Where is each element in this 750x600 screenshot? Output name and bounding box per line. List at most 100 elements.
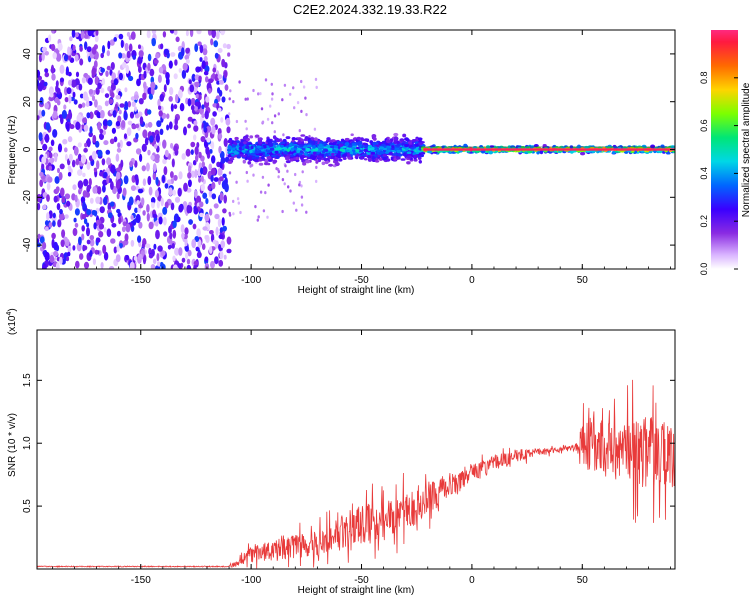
heatmap-cell xyxy=(396,140,400,145)
heatmap-cell xyxy=(278,147,283,150)
heatmap-cell xyxy=(64,153,68,162)
heatmap-cell xyxy=(228,213,232,217)
heatmap-cell xyxy=(55,262,60,269)
x-tick-label: -150 xyxy=(131,275,151,286)
heatmap-cell xyxy=(264,78,268,82)
heatmap-cell xyxy=(251,156,257,159)
heatmap-cell xyxy=(352,152,356,156)
heatmap-cell xyxy=(49,88,54,96)
heatmap-cell xyxy=(193,120,198,126)
heatmap-cell xyxy=(142,178,147,186)
heatmap-cell xyxy=(167,244,172,250)
heatmap-cell xyxy=(156,120,162,128)
heatmap-cell xyxy=(272,140,277,143)
heatmap-cell xyxy=(196,30,202,35)
heatmap-cell xyxy=(300,79,303,84)
heatmap-cell xyxy=(363,148,368,153)
heatmap-cell xyxy=(244,97,247,101)
heatmap-cell xyxy=(46,212,50,221)
heatmap-cell xyxy=(208,163,213,171)
heatmap-cell xyxy=(190,149,194,156)
heatmap-cell xyxy=(110,238,116,244)
heatmap-cell xyxy=(138,221,143,229)
heatmap-cell xyxy=(191,73,196,82)
heatmap-cell xyxy=(331,152,335,156)
heatmap-cell xyxy=(39,179,44,187)
heatmap-cell xyxy=(186,204,191,214)
heatmap-cell xyxy=(187,179,192,188)
heatmap-cell xyxy=(94,249,99,255)
heatmap-cell xyxy=(101,78,106,86)
heatmap-cell xyxy=(86,112,91,119)
heatmap-cell xyxy=(121,120,126,128)
heatmap-cell xyxy=(323,157,328,162)
heatmap-cell xyxy=(342,156,347,160)
heatmap-cell xyxy=(38,132,43,142)
heatmap-cell xyxy=(60,187,65,197)
heatmap-cell xyxy=(48,146,53,152)
heatmap-cell xyxy=(300,203,304,207)
heatmap-cell xyxy=(184,227,189,236)
heatmap-cell xyxy=(109,138,115,145)
heatmap-cell xyxy=(166,179,172,186)
heatmap-cell xyxy=(71,79,77,88)
heatmap-cell xyxy=(285,156,290,160)
heatmap-cell xyxy=(421,141,425,144)
heatmap-cell xyxy=(164,201,169,209)
heatmap-cell xyxy=(74,222,79,228)
heatmap-cell xyxy=(88,89,94,95)
heatmap-cell xyxy=(242,159,246,164)
heatmap-cell xyxy=(218,133,223,140)
heatmap-cell xyxy=(84,41,88,50)
heatmap-cell xyxy=(47,176,53,183)
heatmap-cell xyxy=(393,136,398,141)
heatmap-cell xyxy=(95,196,101,204)
heatmap-cell xyxy=(39,97,44,105)
snr-x-ticks: -150 -100 -50 0 50 xyxy=(52,330,671,586)
heatmap-cell xyxy=(210,260,215,269)
heatmap-cell xyxy=(660,144,665,149)
heatmap-cell xyxy=(99,171,104,177)
heatmap-cell xyxy=(187,116,193,122)
heatmap-cell xyxy=(392,153,398,156)
heatmap-cell xyxy=(115,153,120,162)
heatmap-cell xyxy=(224,183,229,193)
heatmap-cell xyxy=(308,134,311,139)
heatmap-cell xyxy=(209,208,213,216)
heatmap-cell xyxy=(41,162,45,171)
heatmap-cell xyxy=(41,109,46,117)
heatmap-cell xyxy=(542,144,547,148)
heatmap-cell xyxy=(210,38,214,46)
heatmap-cell xyxy=(106,157,112,166)
heatmap-cell xyxy=(76,114,82,123)
heatmap-cell xyxy=(220,240,226,249)
heatmap-cell xyxy=(228,171,232,175)
heatmap-cell xyxy=(109,266,115,269)
snr-y-label: SNR (10 * v/v) xyxy=(7,413,18,477)
heatmap-cell xyxy=(224,84,229,91)
heatmap-cell xyxy=(277,112,280,116)
heatmap-cell xyxy=(197,239,202,248)
heatmap-cell xyxy=(536,150,540,155)
heatmap-cell xyxy=(257,137,262,141)
heatmap-cell xyxy=(213,40,219,48)
heatmap-cell xyxy=(58,172,63,181)
heatmap-cell xyxy=(165,72,170,80)
heatmap-cell xyxy=(149,68,155,77)
heatmap-cell xyxy=(64,147,68,153)
colorbar-tick-label: 0.8 xyxy=(699,72,709,85)
heatmap-cell xyxy=(218,234,224,240)
heatmap-cell xyxy=(37,202,41,211)
heatmap-cell xyxy=(367,147,372,151)
heatmap-cell xyxy=(123,175,129,185)
heatmap-cell xyxy=(301,170,304,174)
heatmap-cell xyxy=(193,207,199,215)
heatmap-cell xyxy=(247,161,252,165)
heatmap-cell xyxy=(367,157,372,162)
heatmap-cell xyxy=(303,152,308,156)
heatmap-cell xyxy=(271,121,274,125)
heatmap-cell xyxy=(116,230,121,237)
heatmap-cell xyxy=(233,141,238,145)
heatmap-cell xyxy=(179,103,185,112)
heatmap-cell xyxy=(67,136,73,143)
